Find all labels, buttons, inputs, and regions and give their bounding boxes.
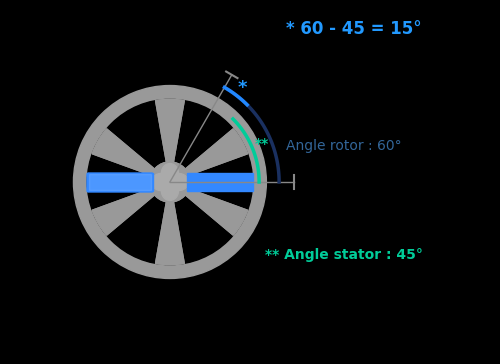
Text: Angle rotor : 60°: Angle rotor : 60° — [286, 139, 402, 153]
Wedge shape — [186, 129, 248, 175]
Circle shape — [88, 99, 252, 265]
Polygon shape — [153, 165, 187, 199]
Wedge shape — [74, 86, 266, 278]
Text: *: * — [237, 79, 246, 97]
Text: * 60 - 45 = 15°: * 60 - 45 = 15° — [286, 20, 422, 38]
Text: ** Angle stator : 45°: ** Angle stator : 45° — [264, 248, 422, 262]
Circle shape — [150, 162, 190, 202]
Polygon shape — [152, 163, 188, 201]
Bar — [88, 173, 152, 191]
Bar — [88, 173, 152, 191]
Bar — [88, 173, 152, 191]
Wedge shape — [186, 189, 248, 235]
Bar — [88, 173, 152, 191]
Text: **: ** — [256, 137, 270, 151]
Wedge shape — [186, 129, 248, 175]
Wedge shape — [92, 189, 154, 235]
Bar — [187, 173, 252, 191]
Wedge shape — [156, 99, 184, 162]
Wedge shape — [92, 129, 154, 175]
Bar — [89, 174, 151, 190]
Wedge shape — [156, 202, 184, 265]
Wedge shape — [92, 189, 154, 235]
Wedge shape — [156, 99, 184, 162]
Bar — [88, 173, 153, 191]
Wedge shape — [186, 189, 248, 235]
Wedge shape — [92, 129, 154, 175]
Circle shape — [150, 162, 190, 202]
Bar — [88, 173, 152, 191]
Wedge shape — [156, 202, 184, 265]
